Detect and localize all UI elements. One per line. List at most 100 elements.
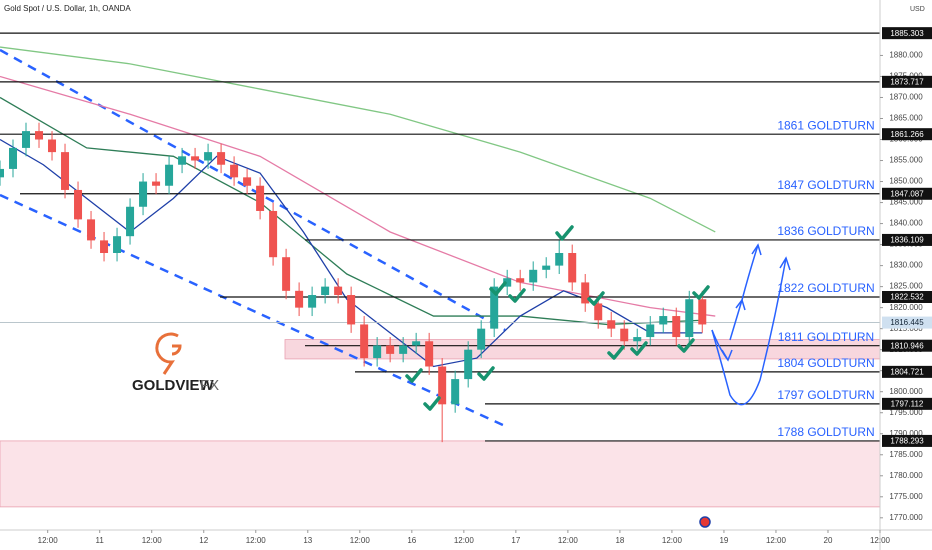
candle-body	[347, 295, 356, 325]
candle-body	[282, 257, 291, 291]
candle-body	[594, 303, 603, 321]
candle-body	[9, 147, 18, 169]
x-tick-label: 13	[303, 536, 312, 545]
y-tick-label: 1775.000	[889, 492, 923, 501]
candle-body	[139, 181, 148, 207]
arrow-head	[779, 256, 791, 271]
price-label: 1847.087	[890, 189, 924, 198]
level-label: 1804 GOLDTURN	[777, 356, 874, 370]
candle-body	[113, 236, 122, 253]
check	[477, 366, 495, 381]
price-label-bg	[882, 290, 932, 303]
candle-body	[399, 345, 408, 354]
price-label: 1861.266	[890, 130, 924, 139]
candle-body	[360, 324, 369, 359]
logo: GOLDVIEW FX	[132, 332, 219, 394]
check	[677, 338, 695, 353]
time-axis-bg	[0, 530, 932, 550]
candle-body	[152, 181, 161, 186]
price-label-bg	[882, 397, 932, 410]
x-tick-label: 12:00	[38, 536, 59, 545]
y-tick-label: 1800.000	[889, 387, 923, 396]
candle-body	[334, 286, 343, 296]
chart-title: Gold Spot / U.S. Dollar, 1h, OANDA	[4, 4, 131, 13]
level-label: 1861 GOLDTURN	[777, 118, 874, 132]
candle-body	[386, 345, 395, 354]
candle-body	[22, 131, 31, 148]
check	[423, 396, 441, 411]
candle-body	[464, 349, 473, 380]
candle-body	[269, 210, 278, 258]
x-tick-label: 12	[199, 536, 208, 545]
candle-body	[165, 164, 174, 186]
candle-body	[425, 341, 434, 367]
candle-body	[295, 290, 304, 308]
levels: 1861 GOLDTURN 1847 GOLDTURN 1836 GOLDTURN 1…	[0, 32, 880, 442]
candle-body	[685, 299, 694, 338]
candle-body	[633, 337, 642, 342]
x-tick-label: 12:00	[766, 536, 787, 545]
y-tick-label: 1870.000	[889, 93, 923, 102]
level-label: 1822 GOLDTURN	[777, 281, 874, 295]
check	[405, 368, 423, 383]
y-tick-label: 1790.000	[889, 429, 923, 438]
y-tick-label: 1865.000	[889, 114, 923, 123]
candle-body	[412, 341, 421, 346]
x-tick-label: 18	[615, 536, 624, 545]
projection	[729, 299, 743, 341]
price-label: 1797.112	[891, 399, 924, 408]
candle-body	[256, 185, 265, 211]
price-label: 1836.109	[890, 236, 924, 245]
zones	[0, 339, 881, 508]
level-label: 1797 GOLDTURN	[777, 388, 874, 402]
candle-body	[503, 278, 512, 287]
candle-body	[516, 278, 525, 283]
event-icon	[699, 516, 711, 528]
y-tick-label: 1830.000	[889, 261, 923, 270]
candle-body	[490, 286, 499, 329]
check	[692, 285, 710, 300]
y-tick-label: 1850.000	[889, 177, 923, 186]
y-tick-label: 1880.000	[889, 51, 923, 60]
candle-body	[204, 152, 213, 161]
price-label-bg	[882, 75, 932, 88]
y-tick-label: 1845.000	[889, 198, 923, 207]
price-label-bg	[882, 339, 932, 352]
candle-body	[659, 316, 668, 325]
candle-body	[529, 269, 538, 283]
check	[587, 291, 605, 306]
logo-mark	[155, 332, 179, 375]
candle-body	[230, 164, 239, 178]
zone	[0, 440, 881, 508]
x-tick-label: 20	[824, 536, 833, 545]
price-label: 1873.717	[890, 77, 924, 86]
candle-body	[48, 139, 57, 153]
logo-suffix: FX	[200, 377, 219, 394]
x-tick-label: 12:00	[662, 536, 683, 545]
y-tick-label: 1825.000	[889, 282, 923, 291]
logo-word: GOLDVIEW	[132, 377, 215, 394]
candle-body	[477, 328, 486, 350]
candle-body	[438, 366, 447, 405]
candle-body	[373, 345, 382, 359]
candle-body	[0, 168, 4, 178]
price-label-bg	[882, 434, 932, 447]
candle-body	[217, 152, 226, 165]
candle-body	[321, 286, 330, 296]
arrow-head	[751, 243, 762, 256]
price-label: 1788.293	[890, 437, 924, 446]
candle-body	[243, 177, 252, 186]
candle-body	[646, 324, 655, 338]
price-label-bg	[882, 128, 932, 141]
price-label: 1822.532	[890, 293, 924, 302]
candle-body	[178, 156, 187, 165]
level-label: 1811 GOLDTURN	[778, 330, 874, 344]
projections	[711, 243, 791, 406]
check	[489, 281, 507, 296]
x-tick-label: 12:00	[870, 536, 891, 545]
check	[555, 225, 574, 241]
moving-average	[0, 75, 716, 317]
price-label-bg	[882, 233, 932, 246]
